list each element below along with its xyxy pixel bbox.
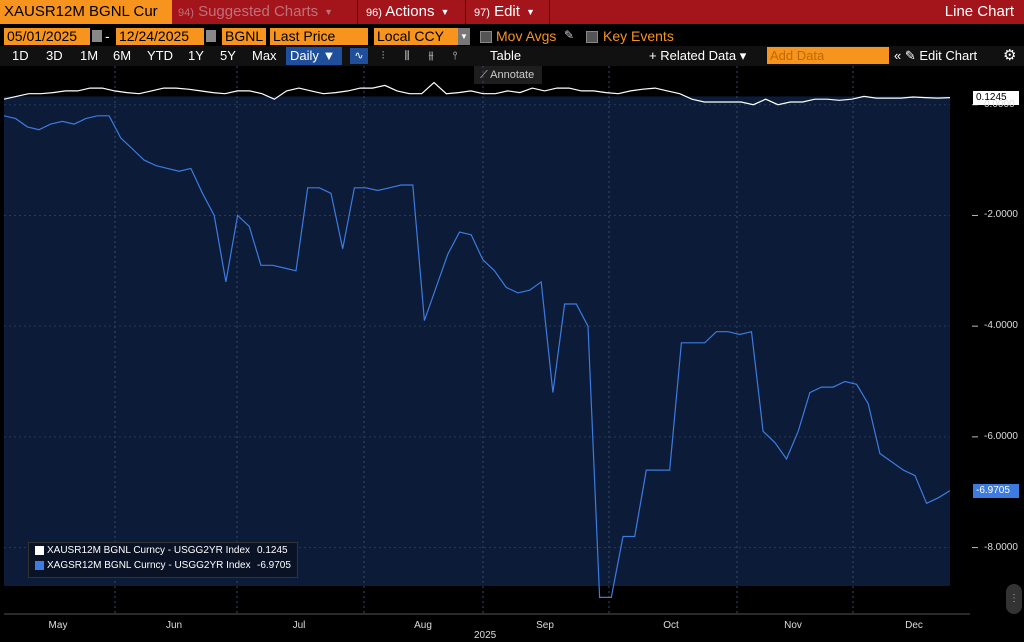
candle-chart-icon[interactable]: ⫼ <box>404 50 410 62</box>
y-tick-label: -8.0000 <box>984 541 1018 553</box>
x-tick-label: Jun <box>165 620 183 631</box>
series-1-last-value-tag: 0.1245 <box>973 90 1019 105</box>
y-axis-area <box>950 66 1024 614</box>
y-tick-label: -2.0000 <box>984 209 1018 221</box>
currency-selector[interactable]: Local CCY <box>374 28 458 45</box>
series-line-2 <box>3 115 951 599</box>
dropdown-caret-icon: ▼ <box>324 7 334 18</box>
x-axis-year-label: 2025 <box>474 630 497 641</box>
mov-avgs-label[interactable]: Mov Avgs <box>496 28 557 44</box>
legend-entry-series-2[interactable]: XAGSR12M BGNL Curncy - USGG2YR Index -6.… <box>29 558 297 573</box>
legend-series-name: XAUSR12M BGNL Curncy - USGG2YR Index <box>47 545 251 556</box>
annotate-pencil-icon: ⟋ <box>480 69 491 81</box>
related-data-menu[interactable]: + Related Data ▾ <box>649 48 747 63</box>
frequency-selector[interactable]: Daily ▼ <box>286 47 342 65</box>
plot-area <box>4 96 950 586</box>
suggested-charts-number: 94) <box>178 7 194 19</box>
series-line-1 <box>3 81 951 106</box>
dropdown-caret-icon: ▼ <box>440 7 450 18</box>
legend-swatch <box>35 546 44 555</box>
bar-chart-icon[interactable]: ⫶ <box>381 50 385 62</box>
period-3d[interactable]: 3D <box>46 48 63 63</box>
y-tick-label: -6.0000 <box>984 430 1018 442</box>
actions-number: 96) <box>366 7 382 19</box>
key-events-checkbox[interactable] <box>586 31 598 43</box>
chart-type-title: Line Chart <box>944 3 1014 20</box>
security-ticker-field[interactable]: XAUSR12M BGNL Cur <box>0 0 172 24</box>
legend-series-value: 0.1245 <box>257 545 288 556</box>
x-tick-label: May <box>48 620 68 631</box>
actions-label: Actions <box>385 3 435 20</box>
y-tick-label: 0.0000 <box>984 98 1015 110</box>
gear-icon[interactable]: ⚙ <box>1003 47 1017 64</box>
edit-chart-button[interactable]: « ✎ Edit Chart <box>894 48 978 63</box>
period-6m[interactable]: 6M <box>113 48 132 63</box>
suggested-charts-label: Suggested Charts <box>198 3 319 20</box>
settings-bar: 05/01/2025 - 12/24/2025 BGNL Last Price … <box>0 26 1024 46</box>
x-tick-label: Oct <box>663 620 679 631</box>
period-5y[interactable]: 5Y <box>220 48 236 63</box>
legend-series-value: -6.9705 <box>257 560 291 571</box>
mov-avgs-checkbox[interactable] <box>480 31 492 43</box>
series-2-last-value-tag: -6.9705 <box>973 483 1019 498</box>
ohlc-chart-icon[interactable]: ⫵ <box>428 50 434 62</box>
scroll-handle-icon[interactable]: ⋮ <box>1006 584 1022 614</box>
y-tick-label: -4.0000 <box>984 320 1018 332</box>
edit-number: 97) <box>474 7 490 19</box>
key-events-label[interactable]: Key Events <box>603 28 674 44</box>
period-bar: 1D 3D 1M 6M YTD 1Y 5Y Max Daily ▼ ∿ ⫶ ⫼ … <box>0 46 1024 66</box>
source-field[interactable]: BGNL <box>222 28 266 45</box>
annotate-label: Annotate <box>490 69 535 81</box>
table-button[interactable]: Table <box>490 48 522 63</box>
legend-entry-series-1[interactable]: XAUSR12M BGNL Curncy - USGG2YR Index 0.1… <box>29 543 297 558</box>
x-tick-label: Sep <box>536 620 554 631</box>
x-tick-label: Dec <box>905 620 923 631</box>
calendar-icon[interactable] <box>92 30 102 42</box>
chart-legend: XAUSR12M BGNL Curncy - USGG2YR Index 0.1… <box>28 542 298 578</box>
x-tick-label: Nov <box>784 620 802 631</box>
top-menu-bar: XAUSR12M BGNL Cur 94) Suggested Charts ▼ … <box>0 0 1024 24</box>
annotate-button[interactable]: ⟋ Annotate <box>474 66 542 84</box>
legend-series-name: XAGSR12M BGNL Curncy - USGG2YR Index <box>47 560 251 571</box>
suggested-charts-menu[interactable]: 94) Suggested Charts ▼ <box>174 0 358 24</box>
period-1m[interactable]: 1M <box>80 48 99 63</box>
price-field-selector[interactable]: Last Price <box>270 28 368 45</box>
dropdown-caret-icon: ▼ <box>525 7 535 18</box>
add-data-input[interactable]: Add Data <box>767 47 889 64</box>
calendar-icon[interactable] <box>206 30 216 42</box>
period-1y[interactable]: 1Y <box>188 48 204 63</box>
edit-menu[interactable]: 97) Edit ▼ <box>470 0 550 24</box>
edit-label: Edit <box>494 3 520 20</box>
chevron-down-icon[interactable]: ▼ <box>458 28 470 45</box>
line-chart-icon[interactable]: ∿ <box>350 48 368 64</box>
pencil-icon[interactable]: ✎ <box>564 28 575 42</box>
x-tick-label: Aug <box>414 620 432 631</box>
end-date-field[interactable]: 12/24/2025 <box>116 28 204 45</box>
x-tick-label: Jul <box>292 620 306 631</box>
actions-menu[interactable]: 96) Actions ▼ <box>362 0 466 24</box>
hlc-chart-icon[interactable]: ⫯ <box>452 50 458 62</box>
date-range-dash: - <box>105 28 110 44</box>
period-max[interactable]: Max <box>252 48 277 63</box>
period-ytd[interactable]: YTD <box>147 48 173 63</box>
start-date-field[interactable]: 05/01/2025 <box>4 28 90 45</box>
legend-swatch <box>35 561 44 570</box>
period-1d[interactable]: 1D <box>12 48 29 63</box>
